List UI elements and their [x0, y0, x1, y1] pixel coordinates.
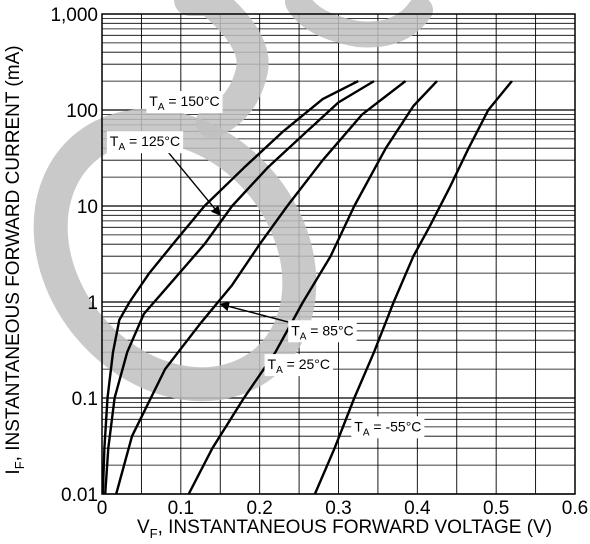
y-tick-label: 0.1 [72, 389, 98, 410]
annotation-label: TA = -55°C [354, 418, 421, 438]
y-tick-label: 10 [77, 197, 98, 218]
annotation-label: TA = 25°C [268, 356, 330, 376]
plot-frame [101, 13, 576, 495]
grid-layer [101, 14, 576, 495]
annotation-label: TA = 125°C [110, 133, 180, 153]
y-tick-label: 100 [66, 101, 98, 122]
x-axis-title-rest: , INSTANTANEOUS FORWARD VOLTAGE (V) [158, 517, 552, 538]
annotation-0: TA = 150°C [146, 91, 223, 114]
y-tick-label: 0.01 [61, 485, 98, 506]
series-line-1 [104, 80, 375, 495]
annotation-3: TA = 25°C [264, 354, 334, 377]
x-axis-title: VF, INSTANTANEOUS FORWARD VOLTAGE (V) [137, 517, 552, 541]
x-axis-title-sub: F [150, 526, 158, 541]
annotation-4: TA = -55°C [351, 416, 425, 439]
series-layer [101, 80, 513, 495]
annotation-label: TA = 150°C [149, 93, 219, 113]
series-line-4 [313, 80, 513, 495]
annotation-arrow [164, 147, 221, 217]
annotation-bg [351, 416, 425, 439]
watermark-b [174, 0, 269, 138]
y-axis-title-rest: , INSTANTANEOUS FORWARD CURRENT (mA) [3, 45, 24, 461]
annotation-bg [146, 91, 223, 114]
annotation-bg [264, 354, 334, 377]
series-line-2 [115, 80, 407, 495]
annotation-bg [288, 320, 357, 343]
y-axis-title-sub: F [12, 461, 27, 469]
watermark-s [285, 0, 433, 48]
annotation-1: TA = 125°C [106, 131, 221, 217]
y-axis-title: IF, INSTANTANEOUS FORWARD CURRENT (mA) [3, 45, 27, 474]
y-tick-label: 1,000 [50, 5, 98, 26]
watermark-o [33, 108, 317, 402]
y-axis-title-main: I [3, 469, 24, 474]
x-tick-label: 0.2 [246, 498, 272, 519]
ticks-layer: 0 0.1 0.2 0.3 0.4 0.5 0.6 0.01 0.1 1 10 100 1,000 [50, 5, 588, 519]
y-tick-label: 1 [87, 293, 98, 314]
annotation-bg [106, 131, 184, 154]
x-tick-label: 0.3 [325, 498, 351, 519]
annotation-label: TA = 85°C [291, 322, 353, 342]
series-line-0 [101, 80, 359, 495]
x-axis-title-main: V [137, 517, 150, 538]
x-tick-label: 0 [97, 498, 108, 519]
x-tick-label: 0.5 [483, 498, 509, 519]
series-line-3 [187, 80, 438, 495]
annotation-2: TA = 85°C [219, 301, 357, 343]
annotation-layer: TA = 150°C TA = 125°C TA = 85°C TA = 25°C TA… [106, 91, 425, 439]
x-tick-label: 0.4 [404, 498, 431, 519]
x-tick-label: 0.1 [168, 498, 194, 519]
x-tick-label: 0.6 [562, 498, 588, 519]
